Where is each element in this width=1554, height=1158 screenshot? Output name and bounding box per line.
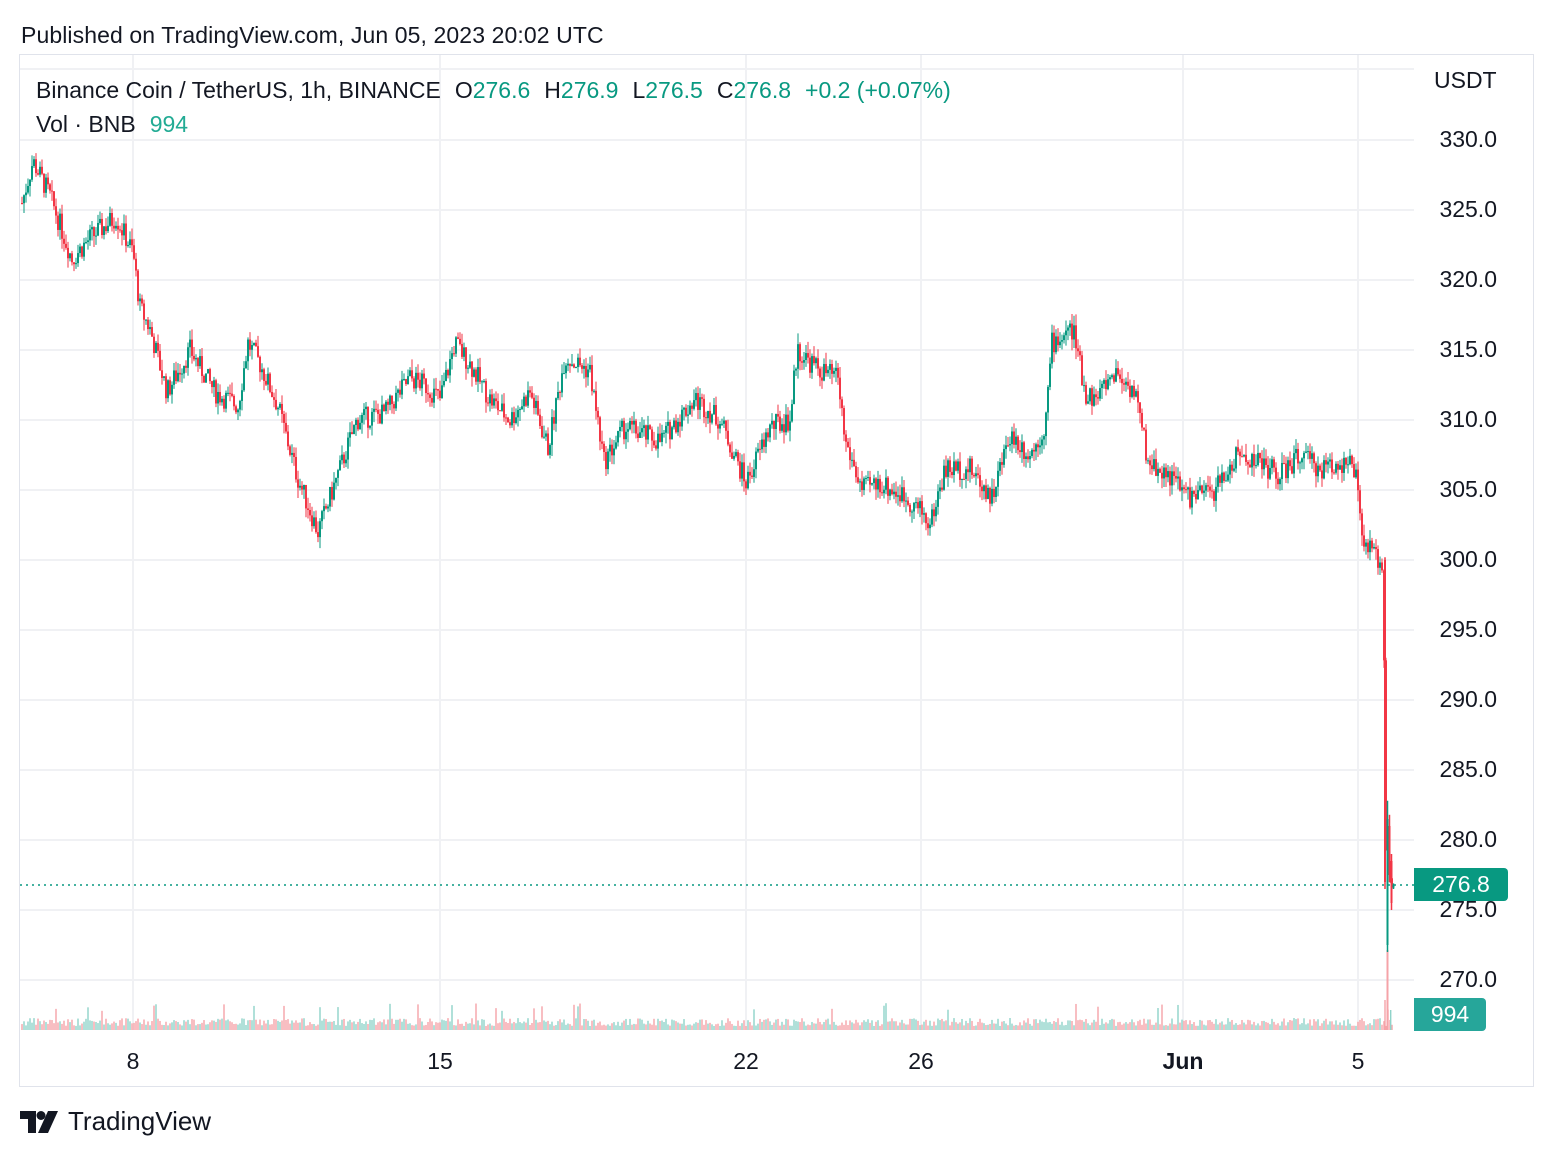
candles (21, 153, 1395, 952)
time-tick-label: Jun (1162, 1048, 1204, 1074)
volume-bars (21, 950, 1393, 1030)
tradingview-brand[interactable]: TradingView (20, 1106, 211, 1137)
price-tick-label: 330.0 (1439, 126, 1497, 152)
time-tick-label: 15 (427, 1048, 453, 1074)
chart-frame (19, 54, 1534, 1087)
time-tick-label: 8 (126, 1048, 140, 1074)
price-tick-label: 315.0 (1439, 336, 1497, 362)
close-label: C (716, 77, 734, 103)
change-value: +0.2 (+0.07%) (805, 77, 951, 103)
low-label: L (632, 77, 646, 103)
brand-name: TradingView (68, 1106, 212, 1136)
price-tick-label: 320.0 (1439, 266, 1497, 292)
price-tick-label: 310.0 (1439, 406, 1497, 432)
high-value: 276.9 (560, 77, 619, 103)
price-tick-label: 270.0 (1439, 966, 1497, 992)
volume-tag: 994 (1414, 998, 1486, 1031)
price-tick-label: 290.0 (1439, 686, 1497, 712)
published-caption: Published on TradingView.com, Jun 05, 20… (21, 22, 604, 48)
price-tick-label: 305.0 (1439, 476, 1497, 502)
tradingview-logo-icon (20, 1110, 58, 1133)
open-value: 276.6 (472, 77, 531, 103)
volume-label[interactable]: Vol · BNB (36, 111, 136, 137)
volume-value: 994 (149, 111, 189, 137)
price-tick-label: 325.0 (1439, 196, 1497, 222)
currency-label[interactable]: USDT (1434, 67, 1497, 93)
time-tick-label: 22 (733, 1048, 759, 1074)
price-tick-label: 300.0 (1439, 546, 1497, 572)
price-tick-label: 285.0 (1439, 756, 1497, 782)
high-label: H (544, 77, 561, 103)
last-price-tag: 276.8 (1414, 868, 1508, 901)
time-tick-label: 5 (1351, 1048, 1365, 1074)
price-tick-label: 280.0 (1439, 826, 1497, 852)
ohlc-row: Binance Coin / TetherUS, 1h, BINANCE O276… (36, 76, 951, 110)
grid-lines (20, 55, 1414, 1030)
low-value: 276.5 (645, 77, 703, 103)
chart-legend: Binance Coin / TetherUS, 1h, BINANCE O276… (36, 76, 951, 144)
time-tick-label: 26 (908, 1048, 934, 1074)
volume-row: Vol · BNB 994 (36, 110, 951, 144)
price-tick-label: 295.0 (1439, 616, 1497, 642)
close-value: 276.8 (733, 77, 792, 103)
open-label: O (454, 77, 473, 103)
symbol-title[interactable]: Binance Coin / TetherUS, 1h, BINANCE (36, 77, 441, 103)
